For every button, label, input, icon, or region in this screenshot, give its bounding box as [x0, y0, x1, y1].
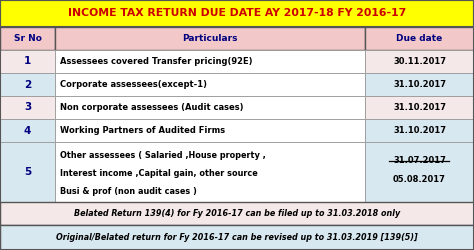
- Bar: [365, 96, 474, 119]
- Bar: [365, 50, 474, 73]
- Bar: [0, 73, 55, 96]
- Bar: [0, 0, 474, 27]
- Text: Corporate assessees(except-1): Corporate assessees(except-1): [60, 80, 207, 89]
- Bar: [0, 96, 55, 119]
- Bar: [55, 96, 365, 119]
- Bar: [0, 202, 474, 225]
- Text: INCOME TAX RETURN DUE DATE AY 2017-18 FY 2016-17: INCOME TAX RETURN DUE DATE AY 2017-18 FY…: [68, 8, 406, 18]
- Bar: [365, 119, 474, 142]
- Text: Interest income ,Capital gain, other source: Interest income ,Capital gain, other sou…: [60, 169, 258, 178]
- Text: 30.11.2017: 30.11.2017: [393, 57, 446, 66]
- Bar: [0, 142, 55, 202]
- Text: 3: 3: [24, 102, 31, 113]
- Bar: [0, 225, 474, 250]
- Text: 31.10.2017: 31.10.2017: [393, 126, 446, 135]
- Bar: [0, 27, 55, 50]
- Bar: [55, 119, 365, 142]
- Bar: [55, 142, 365, 202]
- Text: Original/Belated return for Fy 2016-17 can be revised up to 31.03.2019 [139(5)]: Original/Belated return for Fy 2016-17 c…: [56, 233, 418, 242]
- Text: Sr No: Sr No: [14, 34, 41, 43]
- Text: Due date: Due date: [396, 34, 443, 43]
- Text: 31.10.2017: 31.10.2017: [393, 80, 446, 89]
- Text: 05.08.2017: 05.08.2017: [393, 175, 446, 184]
- Bar: [55, 50, 365, 73]
- Bar: [0, 119, 55, 142]
- Text: Working Partners of Audited Firms: Working Partners of Audited Firms: [60, 126, 225, 135]
- Text: Other assessees ( Salaried ,House property ,: Other assessees ( Salaried ,House proper…: [60, 151, 266, 160]
- Bar: [365, 73, 474, 96]
- Bar: [365, 142, 474, 202]
- Text: 2: 2: [24, 80, 31, 90]
- Text: 31.07.2017: 31.07.2017: [393, 156, 446, 165]
- Text: 31.10.2017: 31.10.2017: [393, 103, 446, 112]
- Text: Non corporate assessees (Audit cases): Non corporate assessees (Audit cases): [60, 103, 244, 112]
- Text: 1: 1: [24, 56, 31, 66]
- Text: Belated Return 139(4) for Fy 2016-17 can be filed up to 31.03.2018 only: Belated Return 139(4) for Fy 2016-17 can…: [74, 209, 400, 218]
- Bar: [0, 50, 55, 73]
- Bar: [55, 27, 365, 50]
- Bar: [55, 73, 365, 96]
- Text: 5: 5: [24, 167, 31, 177]
- Text: Assessees covered Transfer pricing(92E): Assessees covered Transfer pricing(92E): [60, 57, 253, 66]
- Bar: [365, 27, 474, 50]
- Text: Particulars: Particulars: [182, 34, 238, 43]
- Text: 4: 4: [24, 126, 31, 136]
- Text: Busi & prof (non audit cases ): Busi & prof (non audit cases ): [60, 188, 197, 196]
